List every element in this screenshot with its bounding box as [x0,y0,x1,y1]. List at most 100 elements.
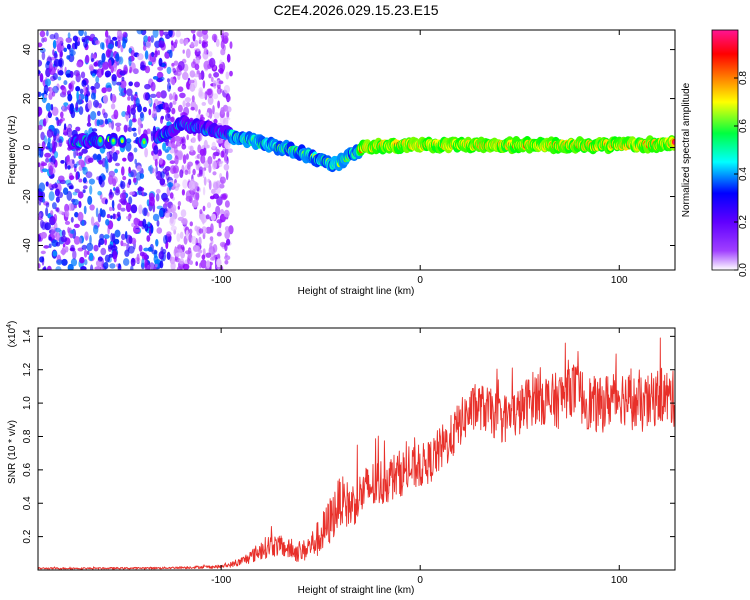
noise-blob [137,125,141,135]
noise-blob [95,75,100,84]
noise-blob [186,134,189,141]
noise-blob [83,205,87,215]
noise-blob [84,95,88,102]
noise-blob [179,169,184,179]
noise-blob [68,82,73,90]
spectrogram-panel: -100 0 100 -40 -20 0 20 40 Height of straight … [7,29,676,297]
noise-blob [154,50,158,58]
noise-blob [53,52,58,59]
noise-blob [158,209,164,218]
noise-blob [78,237,82,245]
noise-blob [211,33,218,42]
noise-blob [168,93,173,101]
noise-blob [55,116,58,121]
noise-blob [221,194,228,201]
noise-blob [128,81,133,87]
colorbar-label: Normalized spectral amplitude [681,82,692,217]
noise-blob [110,103,116,110]
noise-blob [127,126,133,133]
trace-segment [112,138,115,143]
noise-blob [74,40,78,50]
noise-blob [225,170,229,181]
noise-blob [55,196,60,203]
noise-blob [52,250,58,257]
noise-blob [49,62,54,69]
noise-blob [198,131,201,142]
noise-blob [73,236,81,245]
noise-blob [128,178,132,186]
noise-blob [73,163,78,169]
noise-blob [170,225,177,232]
noise-blob [48,165,54,176]
noise-blob [98,119,104,126]
noise-blob [174,135,181,142]
noise-blob [131,127,137,132]
noise-blob [200,214,207,224]
noise-blob [169,102,173,109]
trace-segment [672,140,675,145]
noise-blob [59,50,63,58]
snr-series-line [38,337,675,570]
noise-blob [212,93,219,100]
noise-blob [224,243,228,252]
snr-panel: -100 0 100 0.2 0.4 0.6 0.8 1.0 1.2 1.4 Height of… [6,321,676,596]
noise-blob [40,231,47,239]
noise-blob [133,132,137,137]
noise-blob [75,150,79,157]
noise-blob [66,190,73,201]
noise-blob [177,248,183,254]
noise-blob [185,48,191,59]
noise-blob [127,245,135,254]
noise-blob [39,256,45,263]
noise-blob [110,232,114,242]
noise-blob [173,60,179,66]
noise-blob [188,170,191,175]
noise-blob [41,168,48,173]
noise-blob [154,158,158,167]
noise-blob [147,221,151,227]
noise-blob [150,81,156,92]
noise-blob [64,203,70,213]
noise-blob [102,61,105,72]
noise-blob [169,160,176,165]
noise-blob [159,30,164,37]
noise-blob [121,242,128,247]
noise-blob [184,38,189,45]
noise-blob [62,243,66,248]
noise-blob [167,182,174,188]
noise-blob [39,30,46,38]
noise-blob [185,102,191,108]
noise-blob [77,191,84,199]
noise-blob [78,106,84,115]
noise-blob [142,207,149,217]
noise-blob [108,122,112,128]
noise-blob [69,184,75,190]
noise-blob [213,72,220,78]
noise-blob [133,229,141,233]
noise-blob [128,235,133,244]
noise-blob [66,55,71,60]
noise-blob [126,138,132,144]
noise-blob [69,49,76,57]
noise-blob [146,235,151,242]
noise-blob [119,192,127,200]
noise-blob [115,162,120,167]
noise-blob [216,231,222,237]
noise-blob [146,128,151,135]
noise-blob [108,194,113,200]
noise-blob [229,70,233,77]
noise-blob [105,219,110,226]
noise-blob [216,196,223,206]
noise-blob [63,102,69,106]
noise-blob [208,51,213,57]
noise-blob [177,104,183,113]
spectrogram-y-tick-label: 20 [22,93,33,105]
noise-blob [134,81,140,88]
noise-blob [218,63,224,69]
noise-blob [112,213,116,220]
noise-blob [198,228,204,234]
noise-blob [38,42,43,48]
noise-blob [200,259,207,269]
noise-blob [53,151,59,159]
noise-blob [158,157,163,165]
